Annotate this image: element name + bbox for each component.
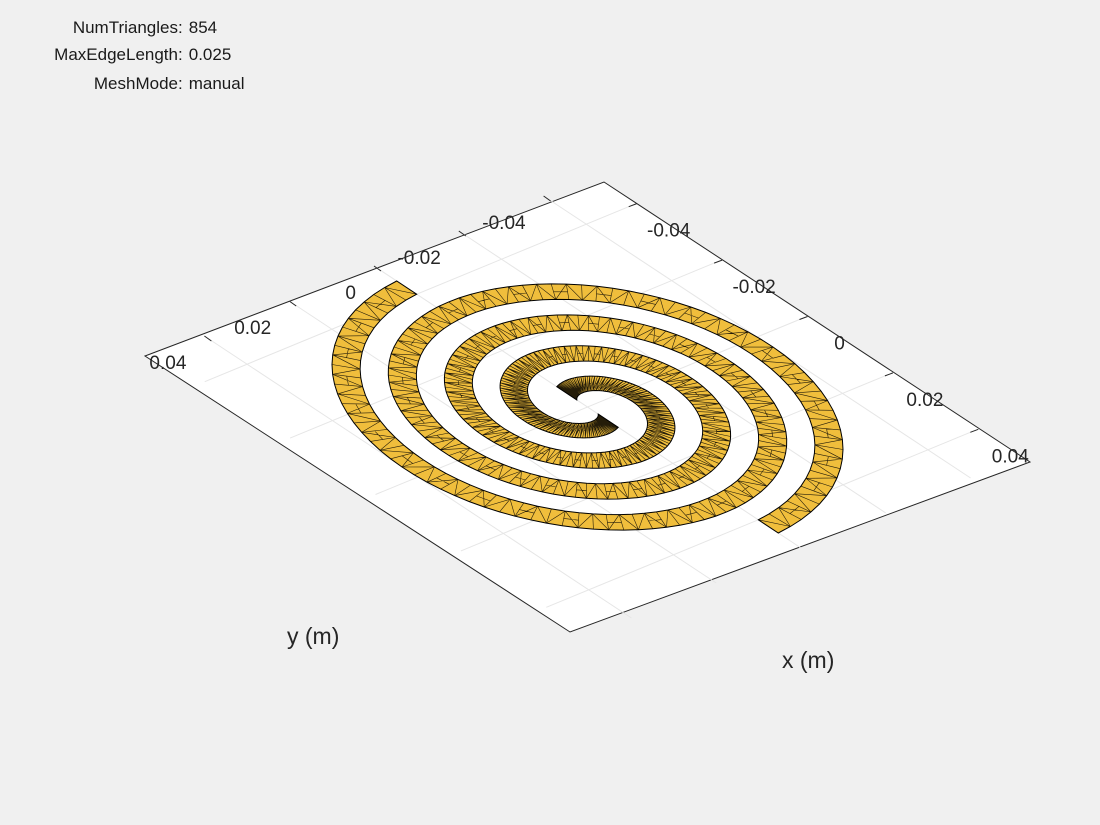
x-tick-mark [713, 259, 723, 264]
y-tick-mark [288, 300, 297, 307]
mesh-info-label: NumTriangles [72, 18, 178, 37]
x-tick-label: 0 [834, 334, 845, 355]
y-tick-mark [204, 335, 212, 342]
mesh-info-value: 0.025 [188, 45, 232, 64]
mesh-info-value: 854 [188, 18, 218, 37]
y-tick-mark [373, 265, 382, 272]
y-tick-mark [543, 195, 551, 202]
spiral-arm [331, 280, 788, 531]
mesh-info-max-edge-length: MaxEdgeLength: 0.025 [0, 45, 231, 65]
y-tick-label: 0.04 [149, 353, 186, 374]
mesh-info-num-triangles: NumTriangles: 854 [0, 18, 217, 38]
y-tick-label: -0.02 [397, 248, 440, 269]
x-tick-label: -0.02 [732, 277, 775, 298]
x-tick-mark [884, 372, 894, 377]
x-tick-label: 0.04 [992, 446, 1029, 467]
y-axis-label: y (m) [287, 623, 339, 649]
y-tick-label: -0.04 [482, 213, 526, 234]
mesh-info-label: MeshMode [93, 74, 178, 93]
spiral-arm [387, 283, 844, 534]
mesh-info-value: manual [188, 74, 245, 93]
spiral-antenna-mesh [331, 280, 844, 534]
x-axis-label: x (m) [782, 647, 834, 673]
y-tick-label: 0.02 [234, 318, 271, 339]
mesh-edges [331, 287, 787, 531]
x-tick-label: -0.04 [647, 221, 691, 242]
x-tick-mark [970, 428, 979, 433]
x-tick-label: 0.02 [906, 390, 943, 411]
axis-ticks: -0.04 -0.02 0 0.02 0.04 -0.04 -0.02 0 0.02 0.04 [149, 195, 1029, 467]
x-tick-mark [628, 203, 637, 208]
x-tick-mark [799, 316, 808, 320]
mesh-edges [388, 283, 844, 527]
mesh-info-label: MaxEdgeLength [54, 45, 178, 64]
y-tick-mark [458, 230, 467, 237]
mesh-info-mesh-mode: MeshMode: manual [0, 74, 245, 94]
y-tick-label: 0 [345, 283, 356, 304]
